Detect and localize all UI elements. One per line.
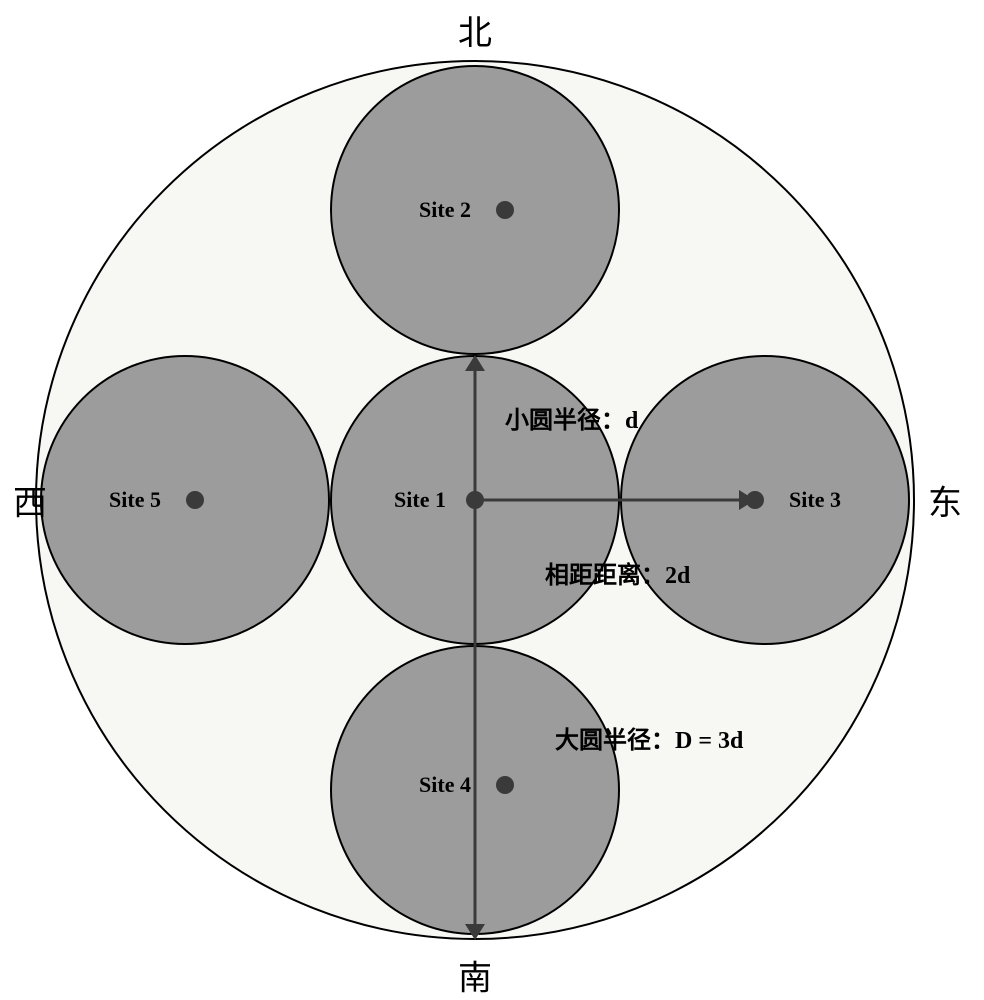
site-dot-site4 — [496, 776, 514, 794]
small-circle-site5 — [40, 355, 330, 645]
site-dot-site5 — [186, 491, 204, 509]
site-label-site3: Site 3 — [789, 487, 841, 513]
site-label-site5: Site 5 — [109, 487, 161, 513]
diagram-canvas: Site 1 Site 2 Site 3 Site 4 Site 5 北 南 东 西 小… — [0, 0, 984, 1000]
direction-west: 西 — [13, 476, 47, 525]
small-circle-site2 — [330, 65, 620, 355]
annotation-distance: 相距距离：2d — [545, 555, 690, 590]
annotation-big-radius: 大圆半径：D = 3d — [555, 720, 743, 755]
site-label-site4: Site 4 — [419, 772, 471, 798]
direction-south: 南 — [458, 951, 492, 1000]
site-label-site1: Site 1 — [394, 487, 446, 513]
small-circle-site4 — [330, 645, 620, 935]
site-dot-site2 — [496, 201, 514, 219]
site-dot-site3 — [746, 491, 764, 509]
direction-east: 东 — [928, 476, 962, 525]
direction-north: 北 — [458, 6, 492, 55]
small-circle-site3 — [620, 355, 910, 645]
site-label-site2: Site 2 — [419, 197, 471, 223]
annotation-small-radius: 小圆半径：d — [505, 400, 638, 435]
site-dot-site1 — [466, 491, 484, 509]
